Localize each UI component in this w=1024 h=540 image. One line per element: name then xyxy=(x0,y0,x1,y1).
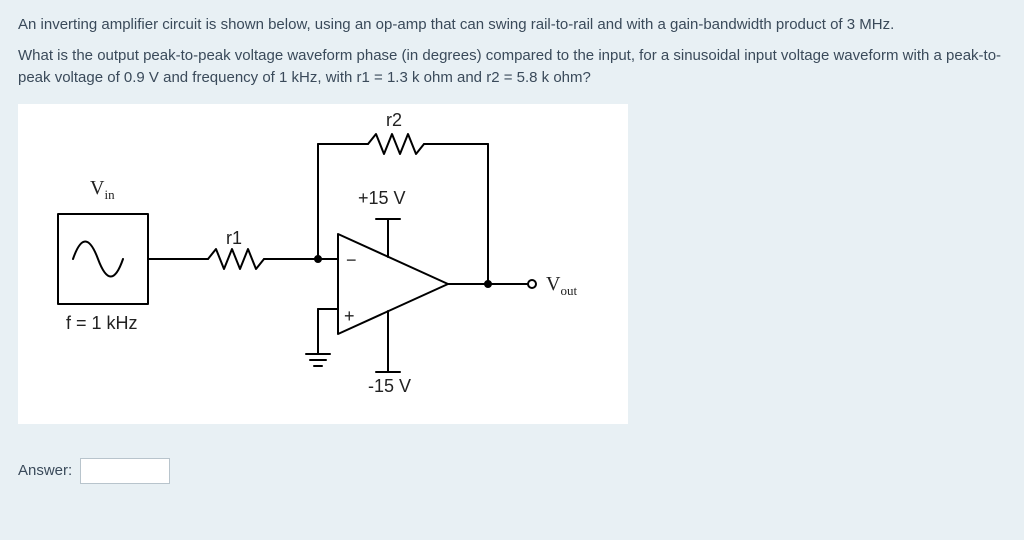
answer-input[interactable] xyxy=(80,458,170,484)
question-para-2: What is the output peak-to-peak voltage … xyxy=(18,45,1006,90)
answer-label: Answer: xyxy=(18,462,72,479)
source-box xyxy=(58,214,148,304)
vminus-label: -15 V xyxy=(368,376,411,396)
vin-label: Vin xyxy=(90,177,115,202)
answer-row: Answer: xyxy=(18,458,1006,484)
r2-resistor xyxy=(368,134,424,154)
r1-label: r1 xyxy=(226,228,242,248)
r2-label: r2 xyxy=(386,110,402,130)
circuit-svg: Vin f = 1 kHz r1 r2 +15 V -15 V − + Vout xyxy=(18,104,628,424)
question-block: An inverting amplifier circuit is shown … xyxy=(18,14,1006,90)
vplus-label: +15 V xyxy=(358,188,406,208)
out-terminal xyxy=(528,280,536,288)
vout-label: Vout xyxy=(546,273,577,298)
question-para-1: An inverting amplifier circuit is shown … xyxy=(18,14,1006,37)
freq-label: f = 1 kHz xyxy=(66,313,138,333)
circuit-diagram: Vin f = 1 kHz r1 r2 +15 V -15 V − + Vout xyxy=(18,104,628,424)
r1-resistor xyxy=(208,249,264,269)
sine-icon xyxy=(73,241,123,276)
plus-label: + xyxy=(344,306,355,326)
minus-label: − xyxy=(346,250,357,270)
